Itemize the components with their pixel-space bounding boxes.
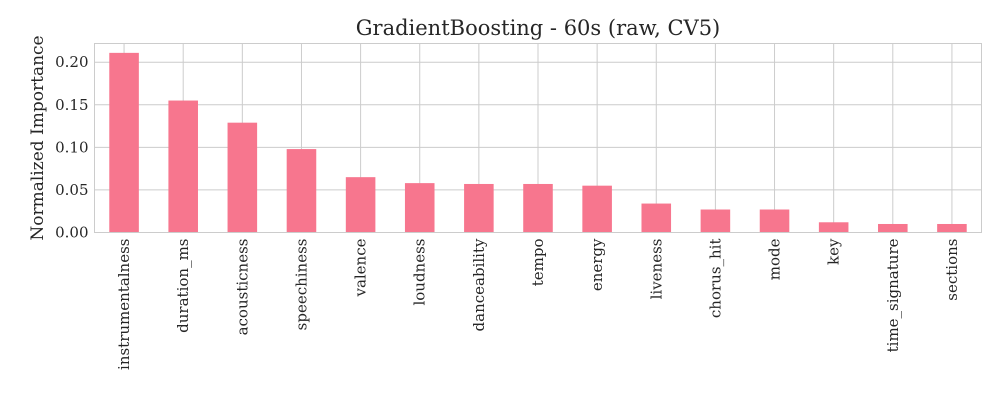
bar-chorus-hit	[700, 209, 731, 233]
x-tick-label: key	[825, 238, 843, 265]
y-tick-label: 0.20	[55, 53, 88, 71]
x-axis-ticks: instrumentalness duration_ms acousticness s…	[115, 238, 961, 370]
x-tick-label: valence	[352, 238, 370, 297]
x-tick-label: time_signature	[884, 238, 902, 352]
x-tick-label: mode	[766, 238, 784, 280]
chart-title: GradientBoosting - 60s (raw, CV5)	[356, 16, 721, 40]
bar-energy	[582, 185, 612, 233]
bar-danceability	[464, 183, 494, 233]
x-tick-label: chorus_hit	[706, 239, 724, 319]
bar-loudness	[404, 183, 435, 233]
bar-acousticness	[227, 122, 258, 233]
bar-key	[818, 222, 849, 233]
x-tick-label: danceability	[470, 238, 488, 331]
bar-speechiness	[286, 149, 317, 233]
x-tick-label: duration_ms	[174, 239, 192, 333]
bar-sections	[937, 223, 967, 233]
x-tick-label: liveness	[647, 239, 665, 300]
x-tick-label: instrumentalness	[115, 239, 133, 370]
bar-tempo	[523, 183, 553, 233]
y-axis-ticks: 0.00 0.05 0.10 0.15 0.20	[55, 53, 88, 241]
y-tick-label: 0.00	[55, 224, 88, 242]
bar-mode	[759, 209, 790, 233]
y-tick-label: 0.15	[55, 96, 88, 114]
plot-frame	[94, 43, 982, 233]
x-tick-label: tempo	[529, 239, 547, 287]
x-tick-label: loudness	[411, 239, 429, 306]
bar-duration-ms	[168, 100, 198, 233]
bar-valence	[345, 177, 376, 233]
x-tick-label: energy	[588, 238, 606, 291]
y-tick-label: 0.10	[55, 138, 88, 156]
bar-time-signature	[878, 223, 908, 233]
bar-liveness	[641, 203, 672, 233]
y-axis-label: Normalized Importance	[28, 35, 48, 240]
x-tick-label: speechiness	[292, 239, 310, 331]
bars	[109, 52, 967, 233]
x-tick-label: acousticness	[233, 239, 251, 336]
y-tick-label: 0.05	[55, 181, 88, 199]
x-tick-label: sections	[943, 239, 961, 301]
bar-instrumentalness	[109, 52, 139, 233]
